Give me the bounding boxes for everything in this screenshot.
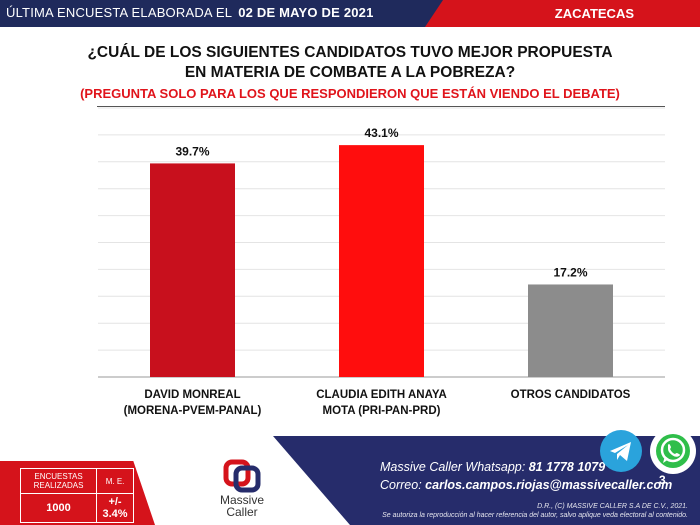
bar-chart: 39.7% 43.1% 17.2% DAVID MONREAL (MORENA-PVE… — [98, 107, 665, 417]
top-banner-red-band — [425, 0, 700, 27]
whatsapp-icon — [650, 428, 696, 474]
bar-3 — [528, 284, 613, 377]
telegram-icon — [600, 430, 642, 472]
chart-bars — [150, 145, 613, 377]
email-address: carlos.campos.riojas@massivecaller.com — [425, 478, 673, 492]
chart-title-line-1: ¿CUÁL DE LOS SIGUIENTES CANDIDATOS TUVO … — [87, 44, 613, 61]
data-label-1: 39.7% — [175, 144, 209, 158]
category-label-2-line-1: CLAUDIA EDITH ANAYA — [316, 389, 447, 401]
data-label-2: 43.1% — [364, 126, 398, 140]
whatsapp-label: Massive Caller Whatsapp: — [380, 460, 526, 474]
rights-line-2: Se autoriza la reproducción al hacer ref… — [382, 512, 688, 519]
email-label: Correo: — [380, 478, 422, 492]
logo-name-line-1: Massive — [219, 493, 264, 507]
page-number: 3 — [659, 473, 666, 487]
rights-line-1: D.R., (C) MASSIVE CALLER S.A DE C.V., 20… — [537, 503, 688, 510]
state-name: ZACATECAS — [554, 6, 634, 21]
survey-date-line: ÚLTIMA ENCUESTA ELABORADA EL 02 DE MAYO D… — [6, 5, 374, 20]
title-separator — [97, 106, 665, 107]
massive-caller-logo — [223, 459, 261, 493]
survey-date: 02 DE MAYO DE 2021 — [238, 5, 374, 20]
category-label-1-line-1: DAVID MONREAL — [144, 389, 240, 401]
chart-subtitle: (PREGUNTA SOLO PARA LOS QUE RESPONDIERON… — [80, 86, 620, 101]
surveys-value: 1000 — [19, 493, 98, 523]
surveys-label: ENCUESTAS REALIZADAS — [19, 468, 98, 494]
category-label-1-line-2: (MORENA-PVEM-PANAL) — [124, 405, 262, 417]
email-contact: Correo: carlos.campos.riojas@massivecall… — [380, 478, 672, 492]
chart-title-line-2: EN MATERIA DE COMBATE A LA POBREZA? — [184, 64, 516, 81]
top-banner — [0, 0, 700, 27]
logo-name: Massive Caller — [207, 494, 277, 518]
category-label-3-line-1: OTROS CANDIDATOS — [511, 389, 631, 401]
chart-category-labels: DAVID MONREAL (MORENA-PVEM-PANAL) CLAUDIA … — [124, 389, 631, 417]
bar-2 — [339, 145, 424, 377]
chart-data-labels: 39.7% 43.1% 17.2% — [175, 126, 587, 279]
logo-name-line-2: Caller — [226, 505, 258, 519]
data-label-3: 17.2% — [553, 265, 587, 279]
bar-1 — [150, 163, 235, 377]
survey-label: ÚLTIMA ENCUESTA ELABORADA EL — [6, 5, 233, 20]
margin-label: M. E. — [96, 468, 134, 494]
whatsapp-number: 81 1778 1079 — [528, 460, 606, 474]
margin-value: +/- 3.4% — [96, 493, 134, 523]
whatsapp-contact: Massive Caller Whatsapp: 81 1778 1079 — [380, 460, 605, 474]
survey-stats-table: ENCUESTAS REALIZADAS M. E. 1000 +/- 3.4% — [19, 468, 134, 523]
category-label-2-line-2: MOTA (PRI-PAN-PRD) — [323, 405, 441, 417]
